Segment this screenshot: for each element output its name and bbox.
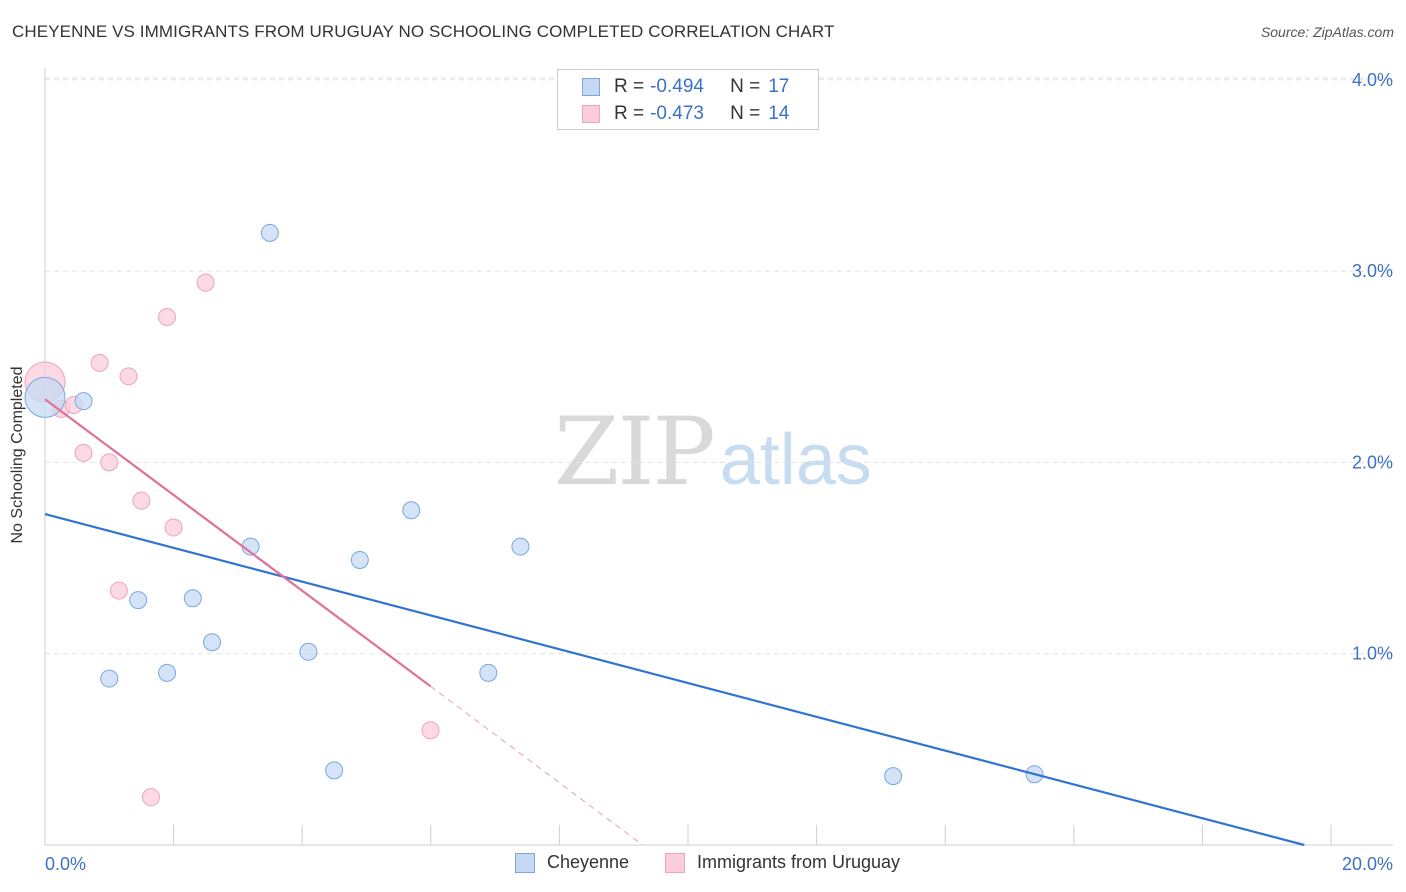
- series-label-uruguay: Immigrants from Uruguay: [697, 852, 901, 872]
- cheyenne-point: [74, 392, 93, 411]
- cheyenne-point: [129, 591, 148, 610]
- uruguay-point: [196, 273, 215, 292]
- legend-swatch-cheyenne: [582, 78, 600, 96]
- uruguay-point: [421, 721, 440, 740]
- legend-n-label: N =: [730, 103, 761, 124]
- legend-n-label: N =: [730, 76, 761, 97]
- y-tick-label: 1.0%: [1352, 644, 1393, 664]
- legend-swatch-uruguay: [582, 105, 600, 123]
- legend-r-value: -0.473: [650, 103, 704, 124]
- cheyenne-point: [183, 589, 202, 608]
- cheyenne-point: [884, 767, 903, 786]
- cheyenne-point: [24, 376, 66, 418]
- y-axis-label: No Schooling Completed: [9, 366, 26, 544]
- chart-title: CHEYENNE VS IMMIGRANTS FROM URUGUAY NO S…: [12, 22, 835, 41]
- series-swatch-cheyenne: [515, 852, 535, 873]
- cheyenne-point: [100, 669, 119, 688]
- cheyenne-point: [479, 663, 498, 682]
- cheyenne-point: [158, 663, 177, 682]
- uruguay-point: [142, 788, 161, 807]
- series-label-cheyenne: Cheyenne: [547, 852, 630, 872]
- series-legend-uruguay: Immigrants from Uruguay: [665, 852, 900, 873]
- cheyenne-point: [260, 223, 279, 242]
- watermark: ZIPatlas: [554, 405, 872, 500]
- uruguay-point: [158, 308, 177, 327]
- legend-row-uruguay: R = -0.473 N = 14: [582, 102, 789, 126]
- correlation-legend: R = -0.494 N = 17 R = -0.473 N = 14: [557, 69, 819, 130]
- uruguay-point: [90, 353, 109, 372]
- y-tick-label: 3.0%: [1352, 261, 1393, 281]
- series-legend: Cheyenne Immigrants from Uruguay: [0, 852, 1406, 878]
- uruguay-trend-extension: [430, 685, 643, 846]
- legend-r-label: R =: [614, 76, 645, 97]
- source-credit: Source: ZipAtlas.com: [1260, 24, 1394, 40]
- cheyenne-point: [203, 633, 222, 652]
- uruguay-point: [132, 491, 151, 510]
- series-legend-cheyenne: Cheyenne: [515, 852, 629, 873]
- y-tick-label: 2.0%: [1352, 452, 1393, 472]
- legend-r-value: -0.494: [650, 76, 704, 97]
- uruguay-point: [164, 518, 183, 537]
- legend-r-label: R =: [614, 103, 645, 124]
- cheyenne-point: [402, 501, 421, 520]
- watermark-atlas: atlas: [719, 420, 872, 500]
- watermark-zip: ZIP: [554, 398, 716, 507]
- x-tick-label: 20.0%: [1342, 854, 1393, 874]
- uruguay-point: [100, 453, 119, 472]
- legend-row-cheyenne: R = -0.494 N = 17: [582, 75, 789, 99]
- series-swatch-uruguay: [665, 852, 685, 873]
- uruguay-point: [109, 581, 128, 600]
- x-tick-label: 0.0%: [45, 854, 86, 874]
- uruguay-point: [119, 367, 138, 386]
- uruguay-point: [74, 443, 93, 462]
- legend-n-value: 14: [768, 103, 790, 124]
- cheyenne-trend-line: [44, 512, 1305, 847]
- cheyenne-point: [299, 642, 318, 661]
- legend-n-value: 17: [768, 76, 790, 97]
- cheyenne-point: [350, 550, 369, 569]
- y-tick-label: 4.0%: [1352, 70, 1393, 90]
- cheyenne-point: [325, 761, 344, 780]
- uruguay-trend-line: [44, 398, 432, 688]
- cheyenne-point: [511, 537, 530, 556]
